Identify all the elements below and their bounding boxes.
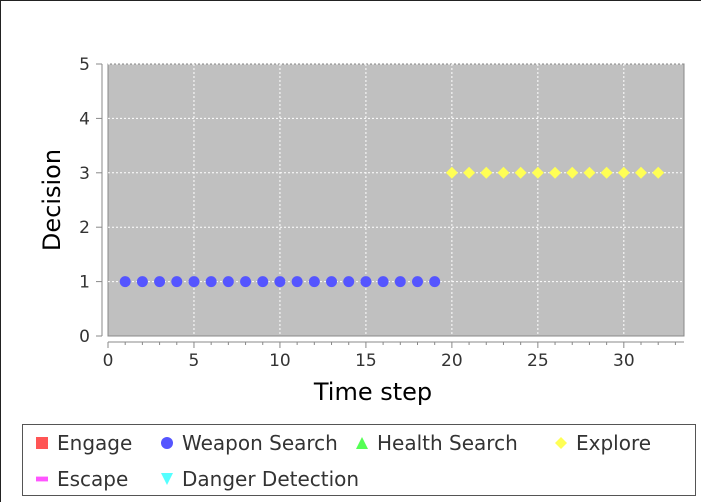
- gridlines: [108, 63, 684, 336]
- x-tick-label: 15: [355, 351, 377, 371]
- chart-svg: 0 5 10 15 20 25 30 0 1 2 3 4 5 Time step Decision: [38, 55, 685, 406]
- legend-marker: [356, 437, 368, 449]
- x-tick-label: 30: [613, 351, 635, 371]
- data-point: [463, 166, 476, 179]
- y-tick-label: 2: [79, 218, 90, 238]
- y-tick-label: 3: [79, 164, 90, 184]
- data-point: [600, 166, 613, 179]
- legend-label: Escape: [57, 467, 129, 491]
- legend-label: Danger Detection: [182, 467, 360, 491]
- x-tick-label: 25: [527, 351, 549, 371]
- data-point: [171, 276, 183, 288]
- x-tick-label: 10: [269, 351, 291, 371]
- data-point: [445, 166, 458, 179]
- y-tick-label: 4: [79, 109, 90, 129]
- data-point: [617, 166, 630, 179]
- legend-item: Weapon Search: [160, 431, 338, 455]
- data-point: [326, 276, 338, 288]
- legend-item: Explore: [554, 431, 651, 455]
- legend-label: Explore: [576, 431, 652, 455]
- data-point: [343, 276, 355, 288]
- legend-marker: [555, 437, 567, 449]
- data-point: [514, 166, 527, 179]
- legend-item: Danger Detection: [160, 467, 359, 491]
- data-point: [497, 166, 510, 179]
- data-point: [549, 166, 562, 179]
- x-tick-label: 0: [103, 351, 114, 371]
- legend: Engage Weapon Search Health Search Explore E…: [22, 424, 696, 496]
- data-point: [188, 276, 200, 288]
- legend-marker: [161, 473, 173, 485]
- plot-area: [107, 63, 685, 337]
- data-point: [240, 276, 252, 288]
- y-tick-label: 1: [79, 273, 90, 293]
- legend-marker: [36, 476, 48, 482]
- legend-label: Weapon Search: [182, 431, 338, 455]
- data-point: [583, 166, 596, 179]
- legend-item: Engage: [35, 431, 132, 455]
- data-point: [429, 276, 441, 288]
- data-point: [136, 276, 148, 288]
- data-point: [480, 166, 493, 179]
- legend-marker-icon: [36, 476, 48, 482]
- legend-item: Health Search: [355, 431, 518, 455]
- legend-marker-icon: [36, 437, 48, 449]
- data-point: [635, 166, 648, 179]
- data-point: [257, 276, 269, 288]
- data-point: [222, 276, 234, 288]
- y-tick-label: 0: [79, 327, 90, 347]
- data-point: [531, 166, 544, 179]
- legend-label: Engage: [57, 431, 133, 455]
- legend-marker-icon: [356, 437, 368, 449]
- tick-labels: 0 5 10 15 20 25 30 0 1 2 3 4 5: [79, 55, 634, 371]
- data-point: [119, 276, 131, 288]
- x-tick-label: 5: [189, 351, 200, 371]
- x-tick-label: 20: [441, 351, 463, 371]
- data-point: [360, 276, 372, 288]
- legend-label: Health Search: [377, 431, 518, 455]
- data-point: [274, 276, 286, 288]
- legend-marker-icon: [555, 437, 567, 449]
- data-point: [566, 166, 579, 179]
- legend-item: Escape: [35, 467, 128, 491]
- data-point: [308, 276, 320, 288]
- y-tick-label: 5: [79, 55, 90, 75]
- data-point: [411, 276, 423, 288]
- legend-marker-icon: [161, 473, 173, 485]
- x-axis-title: Time step: [313, 378, 432, 406]
- legend-marker-icon: [161, 437, 173, 449]
- y-axis-title: Decision: [38, 149, 66, 251]
- legend-marker: [36, 437, 48, 449]
- data-point: [377, 276, 389, 288]
- legend-marker: [161, 437, 173, 449]
- data-point: [205, 276, 217, 288]
- axes: [96, 63, 684, 348]
- data-point: [394, 276, 406, 288]
- data-point: [652, 166, 665, 179]
- data-point: [154, 276, 166, 288]
- data-points: [119, 166, 665, 288]
- data-point: [291, 276, 303, 288]
